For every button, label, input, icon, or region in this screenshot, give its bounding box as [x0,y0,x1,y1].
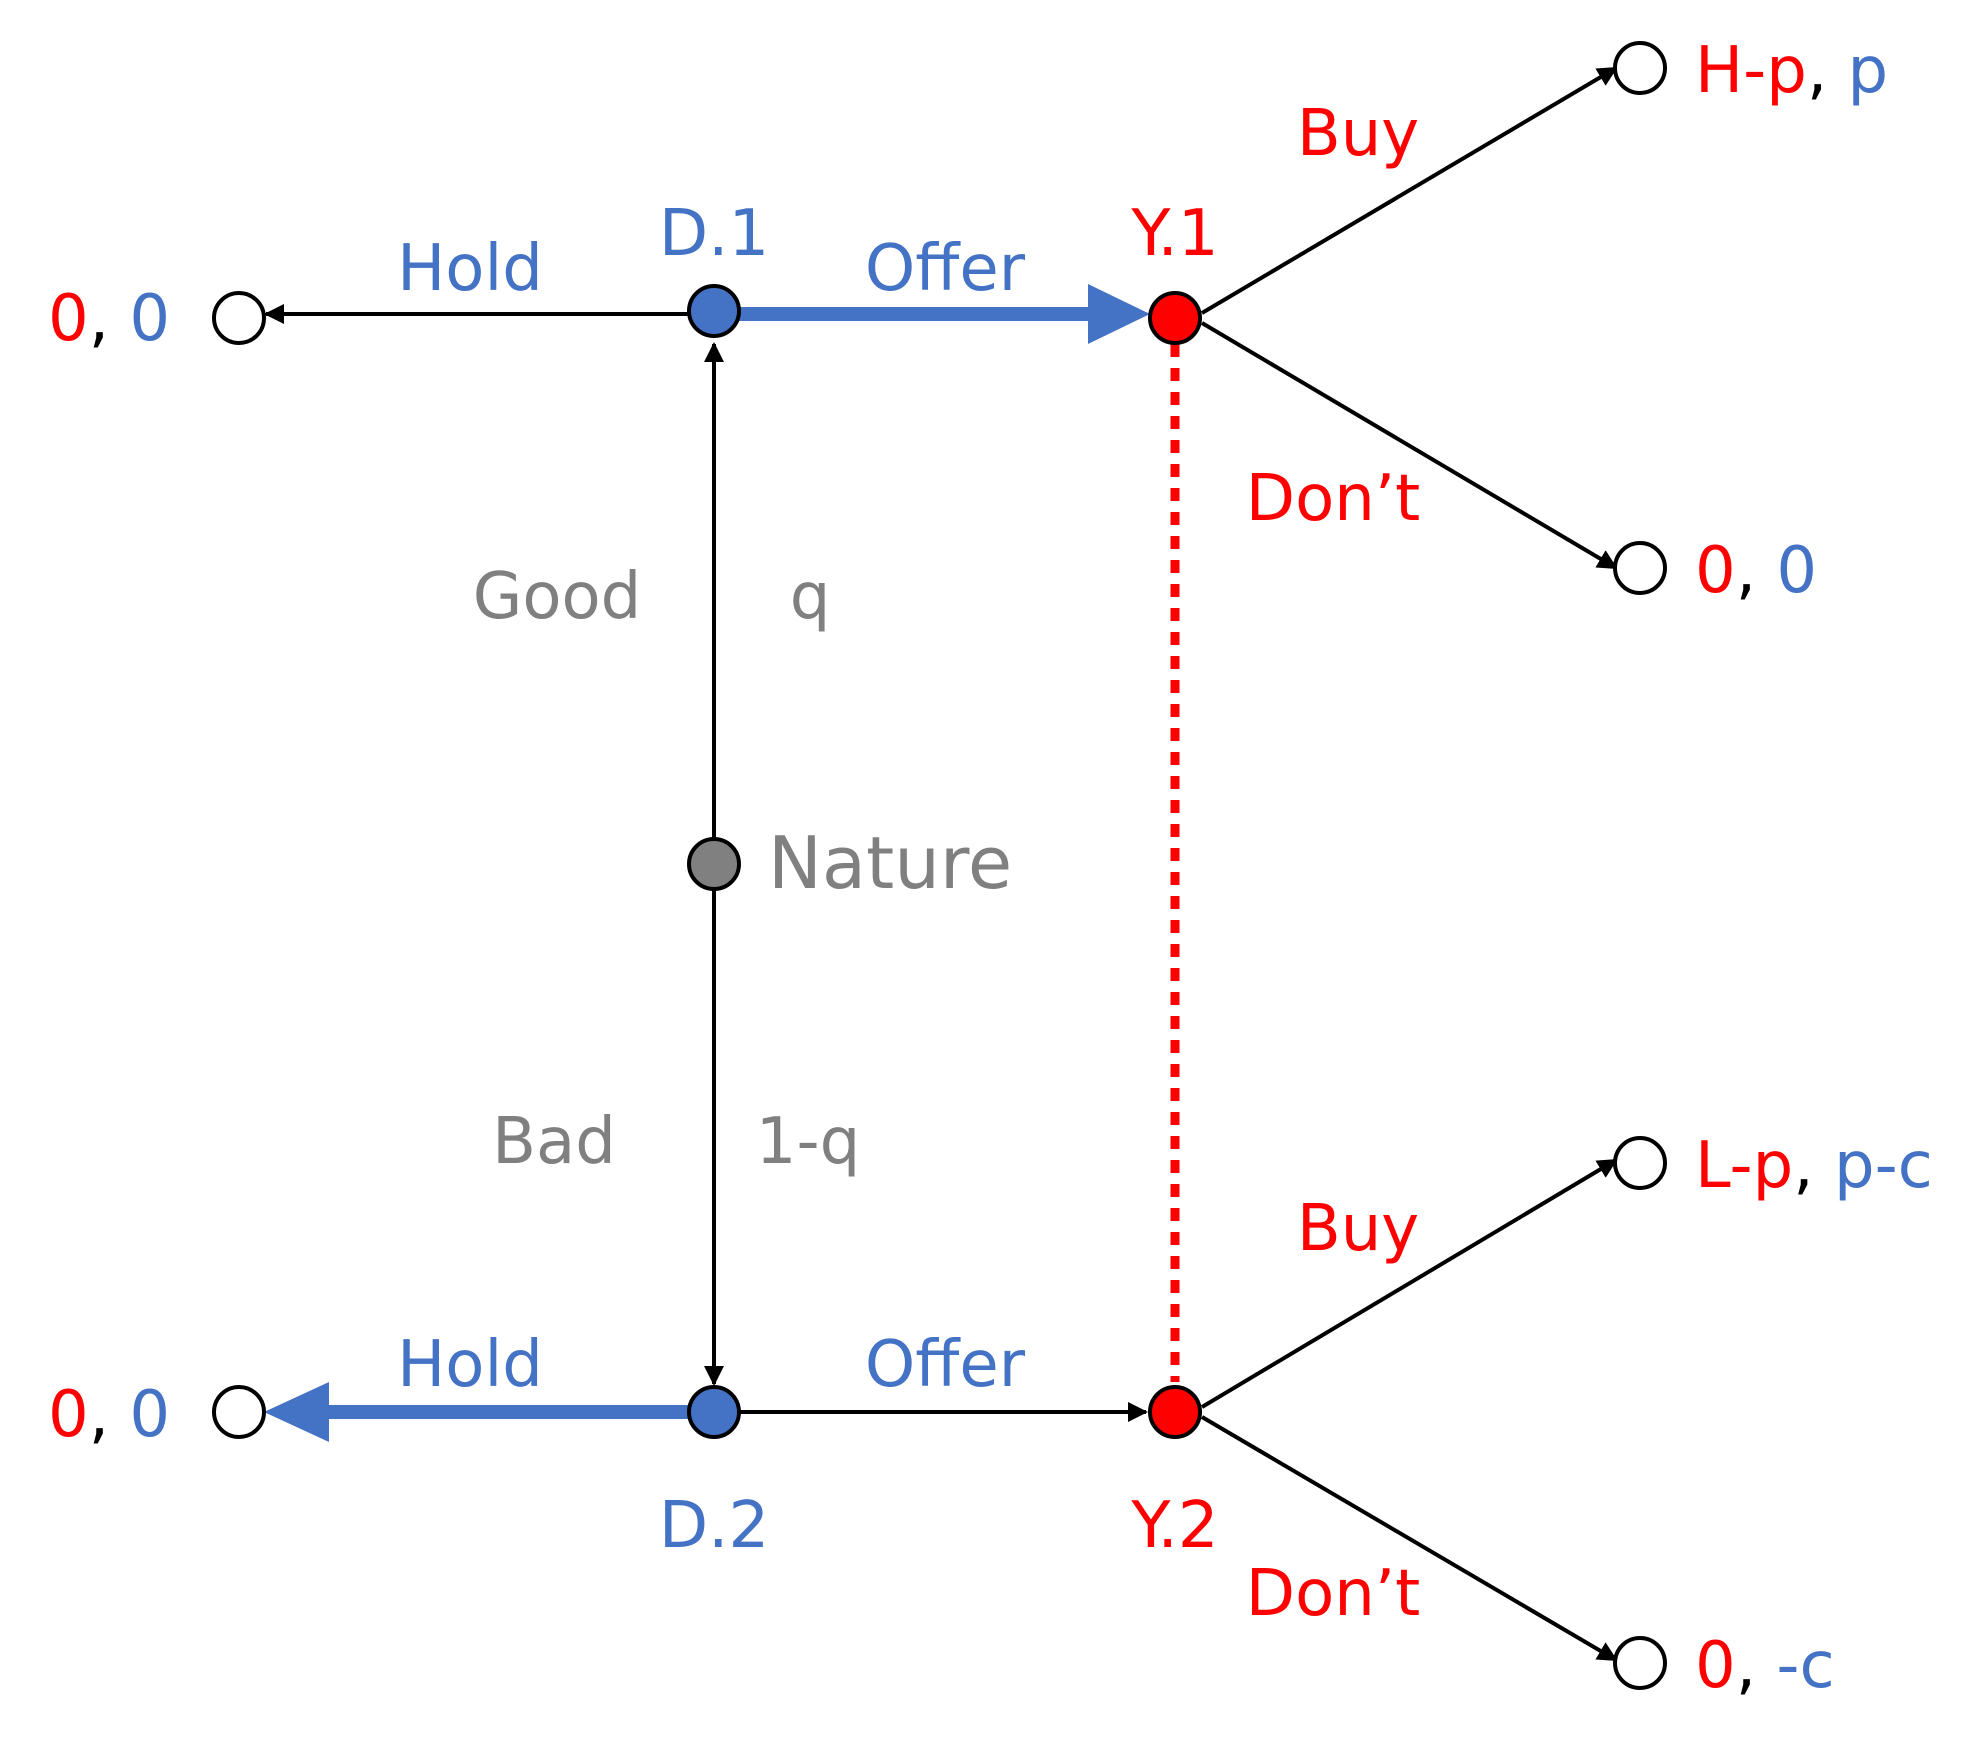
label-nature: Nature [768,821,1012,905]
node-nature [687,837,741,891]
payoff-hold-bottom-sep: , [89,1378,130,1452]
payoff-dont-bottom-p1: 0 [1695,1629,1736,1703]
edge-hold-bottom-arrowhead [264,1382,329,1442]
node-d1 [687,284,741,338]
label-buy-bottom: Buy [1297,1192,1419,1266]
edge-dont-top [1200,321,1618,570]
node-d2 [687,1385,741,1439]
payoff-hold-bottom: 0, 0 [48,1378,170,1452]
edge-buy-top [1200,66,1618,315]
label-bad: Bad [492,1105,616,1179]
label-offer-top: Offer [865,232,1026,306]
payoff-hold-top: 0, 0 [48,282,170,356]
payoff-dont-top-sep: , [1736,534,1777,608]
label-dont-top: Don’t [1246,462,1420,536]
payoff-buy-top-sep: , [1807,34,1848,108]
node-y2 [1148,1385,1202,1439]
payoff-dont-bottom: 0, -c [1695,1629,1835,1703]
label-hold-top: Hold [397,232,543,306]
label-y1: Y.1 [1130,197,1218,271]
terminal-dont-top [1613,541,1667,595]
terminal-hold-top [212,291,266,345]
node-y1 [1148,291,1202,345]
payoff-buy-bottom-p1: L-p [1695,1129,1793,1203]
payoff-buy-top: H-p, p [1695,34,1888,108]
payoff-buy-bottom-p2: p-c [1834,1129,1933,1203]
terminal-buy-top [1613,41,1667,95]
payoff-hold-bottom-p1: 0 [48,1378,89,1452]
payoff-dont-bottom-p2: -c [1776,1629,1834,1703]
label-hold-bottom: Hold [397,1328,543,1402]
edge-buy-bottom [1200,1158,1618,1409]
payoff-hold-top-p2: 0 [129,282,170,356]
label-buy-top: Buy [1297,97,1419,171]
payoff-buy-top-p1: H-p [1695,34,1807,108]
payoff-dont-top: 0, 0 [1695,534,1817,608]
payoff-dont-bottom-sep: , [1736,1629,1777,1703]
edge-dont-bottom [1200,1415,1618,1662]
payoff-buy-top-p2: p [1848,34,1889,108]
label-y2: Y.2 [1130,1489,1218,1563]
label-good: Good [473,560,642,634]
payoff-dont-top-p1: 0 [1695,534,1736,608]
payoff-hold-top-sep: , [89,282,130,356]
payoff-buy-bottom: L-p, p-c [1695,1129,1933,1203]
label-d2: D.2 [659,1489,769,1563]
terminal-hold-bottom [212,1385,266,1439]
label-offer-bottom: Offer [865,1328,1026,1402]
label-dont-bottom: Don’t [1246,1557,1420,1631]
payoff-hold-top-p1: 0 [48,282,89,356]
payoff-hold-bottom-p2: 0 [129,1378,170,1452]
edge-offer-top-arrowhead [1088,284,1150,344]
payoff-buy-bottom-sep: , [1793,1129,1834,1203]
label-good-prob: q [790,560,831,634]
terminal-buy-bottom [1613,1136,1667,1190]
label-d1: D.1 [659,197,769,271]
terminal-dont-bottom [1613,1636,1667,1690]
label-bad-prob: 1-q [756,1105,860,1179]
payoff-dont-top-p2: 0 [1776,534,1817,608]
